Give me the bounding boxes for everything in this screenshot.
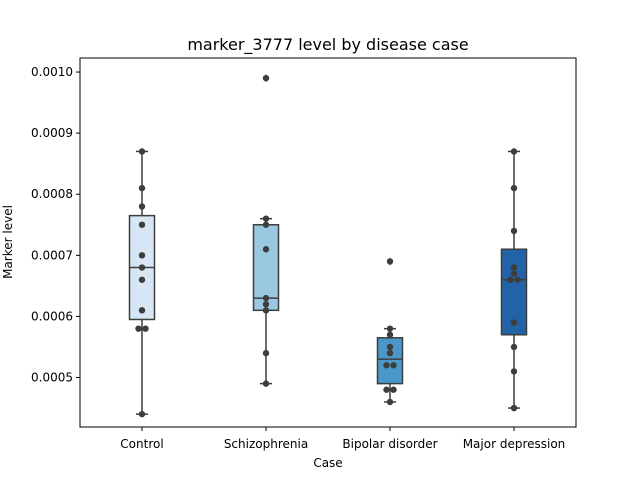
data-point: [514, 276, 521, 283]
x-tick-label: Control: [120, 437, 163, 451]
x-axis-label: Case: [313, 456, 342, 470]
data-point: [390, 386, 397, 393]
data-point: [138, 307, 146, 314]
data-point: [138, 184, 146, 192]
data-point: [262, 294, 270, 302]
data-point: [386, 258, 394, 265]
data-point: [262, 215, 270, 222]
x-tick-label: Major depression: [463, 437, 566, 451]
data-point: [138, 264, 146, 271]
data-point: [262, 301, 270, 308]
data-point: [510, 404, 518, 412]
data-point: [142, 325, 149, 332]
data-point: [510, 264, 518, 271]
chart-title: marker_3777 level by disease case: [187, 35, 468, 55]
data-point: [262, 74, 270, 82]
data-point: [138, 203, 146, 210]
data-point: [510, 368, 518, 375]
data-point: [510, 343, 518, 351]
data-point: [510, 148, 518, 155]
data-point: [383, 362, 390, 369]
y-tick-label: 0.0009: [31, 126, 73, 140]
y-tick-label: 0.0007: [31, 248, 73, 262]
y-axis-label: Marker level: [1, 205, 15, 279]
data-point: [138, 410, 146, 418]
y-tick-label: 0.0006: [31, 309, 73, 323]
y-tick-label: 0.0010: [31, 65, 73, 79]
y-tick-label: 0.0008: [31, 187, 73, 201]
data-point: [510, 184, 518, 192]
data-point: [386, 398, 394, 406]
data-point: [507, 276, 514, 283]
data-point: [510, 270, 518, 277]
data-point: [510, 319, 518, 326]
data-point: [138, 221, 146, 228]
x-tick-label: Bipolar disorder: [342, 437, 437, 451]
data-point: [138, 148, 146, 155]
plot-frame: [79, 57, 577, 428]
data-point: [390, 362, 397, 369]
x-tick-label: Schizophrenia: [224, 437, 308, 451]
data-point: [510, 227, 518, 235]
data-point: [262, 246, 270, 253]
data-point: [262, 221, 270, 228]
data-point: [386, 343, 394, 351]
data-point: [386, 325, 394, 332]
data-point: [262, 307, 270, 314]
data-point: [262, 380, 270, 387]
data-point: [135, 325, 142, 332]
box-major-depression: [500, 248, 528, 336]
plot-area: 0.0005 0.0006 0.0007 0.0008 0.0009 0.0010 Cont…: [31, 65, 565, 451]
data-point: [386, 331, 394, 338]
data-point: [138, 276, 146, 283]
y-tick-label: 0.0005: [31, 371, 73, 385]
data-point: [386, 349, 394, 357]
data-point: [262, 349, 270, 357]
data-point: [138, 252, 146, 259]
data-point: [383, 386, 390, 393]
